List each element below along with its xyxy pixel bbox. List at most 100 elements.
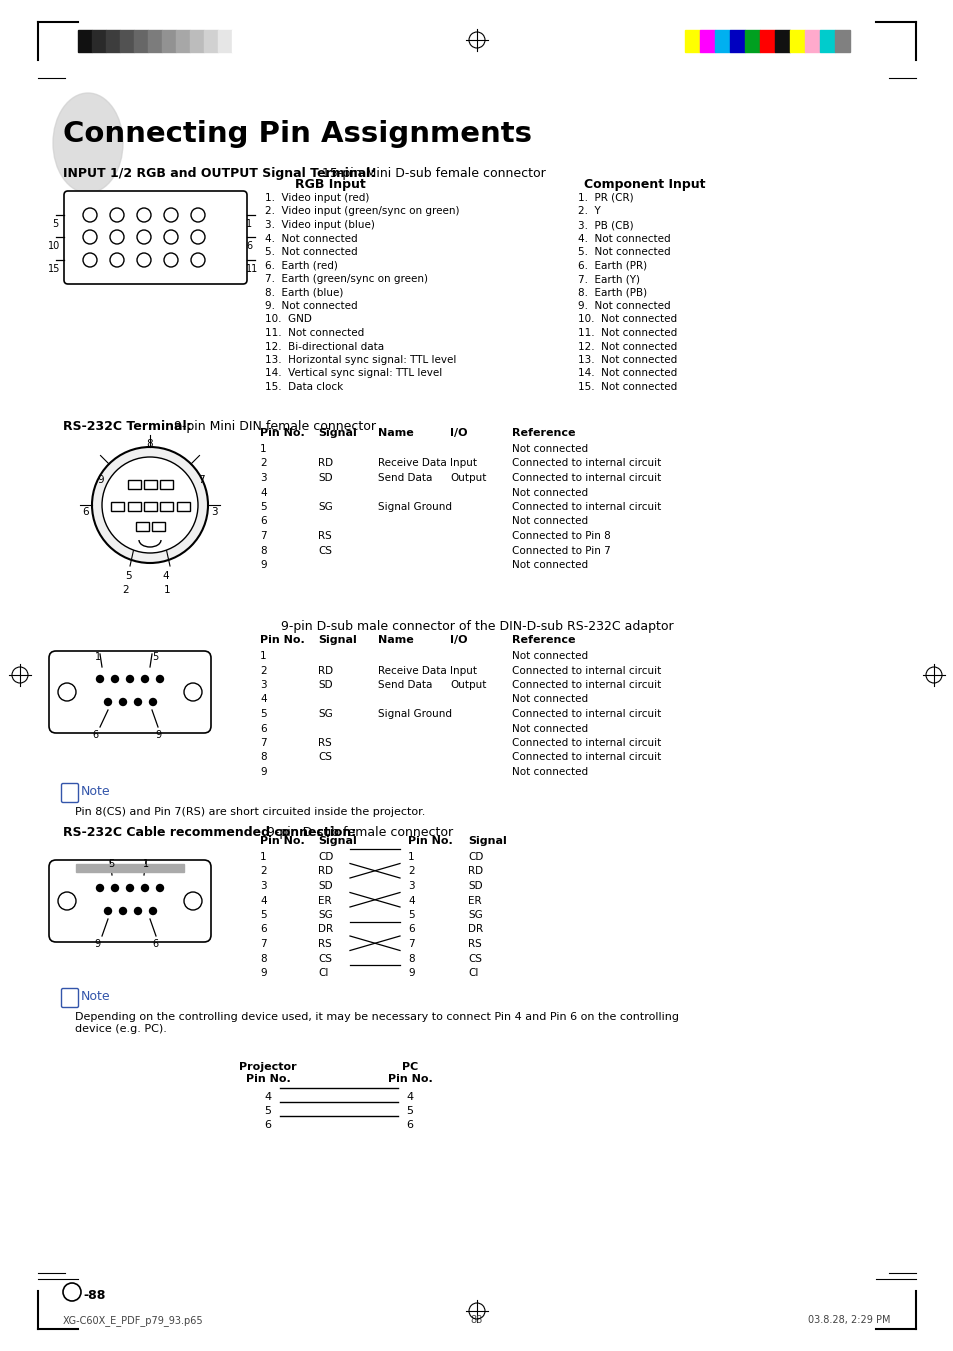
Text: Note: Note bbox=[81, 785, 111, 798]
Text: 5.  Not connected: 5. Not connected bbox=[578, 247, 670, 257]
Text: 9-pin D-sub male connector of the DIN-D-sub RS-232C adaptor: 9-pin D-sub male connector of the DIN-D-… bbox=[280, 620, 673, 634]
Text: 7: 7 bbox=[260, 939, 266, 948]
Text: 4: 4 bbox=[260, 896, 266, 905]
Bar bbox=[162, 30, 175, 51]
Text: SG: SG bbox=[468, 911, 482, 920]
Text: 4.  Not connected: 4. Not connected bbox=[578, 234, 670, 243]
Text: 5: 5 bbox=[108, 859, 114, 869]
Bar bbox=[144, 503, 157, 511]
Text: 11: 11 bbox=[246, 263, 258, 274]
Text: 4.  Not connected: 4. Not connected bbox=[265, 234, 357, 243]
Circle shape bbox=[58, 892, 76, 911]
Text: 2: 2 bbox=[408, 866, 415, 877]
Text: Not connected: Not connected bbox=[512, 767, 587, 777]
Text: Pin No.: Pin No. bbox=[260, 635, 304, 644]
Text: RS: RS bbox=[317, 939, 332, 948]
Text: CS: CS bbox=[317, 954, 332, 963]
Text: Send Data: Send Data bbox=[377, 680, 432, 690]
Text: I/O: I/O bbox=[450, 428, 467, 438]
Text: 7.  Earth (Y): 7. Earth (Y) bbox=[578, 274, 639, 284]
Circle shape bbox=[141, 885, 149, 892]
Text: 13.  Not connected: 13. Not connected bbox=[578, 355, 677, 365]
Text: 5: 5 bbox=[52, 219, 58, 230]
Text: Not connected: Not connected bbox=[512, 516, 587, 527]
Text: Pin 8(CS) and Pin 7(RS) are short circuited inside the projector.: Pin 8(CS) and Pin 7(RS) are short circui… bbox=[75, 807, 425, 817]
Bar bbox=[78, 30, 91, 51]
Text: 4: 4 bbox=[260, 694, 266, 704]
Text: 8: 8 bbox=[260, 546, 266, 555]
Text: INPUT 1/2 RGB and OUTPUT Signal Terminal:: INPUT 1/2 RGB and OUTPUT Signal Terminal… bbox=[63, 168, 375, 180]
Text: Reference: Reference bbox=[512, 428, 575, 438]
Text: 2: 2 bbox=[260, 666, 266, 676]
Text: Not connected: Not connected bbox=[512, 488, 587, 497]
Text: Component Input: Component Input bbox=[583, 178, 705, 190]
Text: 6: 6 bbox=[260, 924, 266, 935]
Text: Signal Ground: Signal Ground bbox=[377, 503, 452, 512]
Text: 5: 5 bbox=[152, 653, 158, 662]
Text: CI: CI bbox=[317, 969, 328, 978]
Text: SD: SD bbox=[317, 473, 333, 484]
Text: 5: 5 bbox=[260, 503, 266, 512]
Text: Name: Name bbox=[377, 635, 414, 644]
Text: 4: 4 bbox=[260, 488, 266, 497]
Text: 6: 6 bbox=[408, 924, 415, 935]
Text: 9.  Not connected: 9. Not connected bbox=[578, 301, 670, 311]
Text: Not connected: Not connected bbox=[512, 561, 587, 570]
Text: 3: 3 bbox=[211, 507, 217, 517]
Text: Input: Input bbox=[450, 666, 476, 676]
Text: Pin No.: Pin No. bbox=[408, 836, 453, 846]
Text: 03.8.28, 2:29 PM: 03.8.28, 2:29 PM bbox=[807, 1315, 890, 1325]
Text: 6: 6 bbox=[82, 507, 89, 517]
Bar bbox=[834, 30, 849, 51]
Bar bbox=[136, 521, 149, 531]
Text: 88: 88 bbox=[471, 1315, 482, 1325]
Text: 9.  Not connected: 9. Not connected bbox=[265, 301, 357, 311]
Text: 9: 9 bbox=[94, 939, 100, 948]
Text: 6: 6 bbox=[91, 730, 98, 740]
Text: Receive Data: Receive Data bbox=[377, 458, 446, 469]
Text: Connected to internal circuit: Connected to internal circuit bbox=[512, 738, 660, 748]
Text: 15.  Not connected: 15. Not connected bbox=[578, 382, 677, 392]
Circle shape bbox=[96, 676, 103, 682]
Text: 3.  Video input (blue): 3. Video input (blue) bbox=[265, 220, 375, 230]
Text: 15.  Data clock: 15. Data clock bbox=[265, 382, 343, 392]
Circle shape bbox=[127, 885, 133, 892]
Text: 8: 8 bbox=[147, 439, 153, 449]
Text: SG: SG bbox=[317, 709, 333, 719]
Bar bbox=[76, 865, 184, 871]
Text: 1: 1 bbox=[164, 585, 171, 594]
Circle shape bbox=[191, 208, 205, 222]
Text: 15-pin Mini D-sub female connector: 15-pin Mini D-sub female connector bbox=[317, 168, 545, 180]
Text: Input: Input bbox=[450, 458, 476, 469]
Bar bbox=[820, 30, 834, 51]
Text: Signal Ground: Signal Ground bbox=[377, 709, 452, 719]
Text: Not connected: Not connected bbox=[512, 694, 587, 704]
Text: 6: 6 bbox=[260, 516, 266, 527]
Text: Connected to internal circuit: Connected to internal circuit bbox=[512, 503, 660, 512]
Text: Name: Name bbox=[377, 428, 414, 438]
Circle shape bbox=[83, 230, 97, 245]
Text: 13.  Horizontal sync signal: TTL level: 13. Horizontal sync signal: TTL level bbox=[265, 355, 456, 365]
Text: Receive Data: Receive Data bbox=[377, 666, 446, 676]
Text: Connected to internal circuit: Connected to internal circuit bbox=[512, 753, 660, 762]
Text: 3.  PB (CB): 3. PB (CB) bbox=[578, 220, 633, 230]
Text: RS: RS bbox=[468, 939, 481, 948]
Text: 11.  Not connected: 11. Not connected bbox=[265, 328, 364, 338]
Text: Note: Note bbox=[81, 990, 111, 1002]
Text: 9: 9 bbox=[408, 969, 415, 978]
FancyBboxPatch shape bbox=[49, 651, 211, 734]
Text: 1: 1 bbox=[95, 653, 101, 662]
Circle shape bbox=[63, 1283, 81, 1301]
Circle shape bbox=[83, 253, 97, 267]
Bar bbox=[774, 30, 789, 51]
Text: Output: Output bbox=[450, 473, 486, 484]
Text: 3: 3 bbox=[260, 473, 266, 484]
Text: 5: 5 bbox=[260, 911, 266, 920]
Bar bbox=[133, 30, 148, 51]
Text: RD: RD bbox=[317, 666, 333, 676]
Text: Pin No.: Pin No. bbox=[387, 1074, 432, 1084]
Circle shape bbox=[96, 885, 103, 892]
Text: CD: CD bbox=[468, 852, 483, 862]
Bar bbox=[106, 30, 120, 51]
Text: Connecting Pin Assignments: Connecting Pin Assignments bbox=[63, 120, 532, 149]
